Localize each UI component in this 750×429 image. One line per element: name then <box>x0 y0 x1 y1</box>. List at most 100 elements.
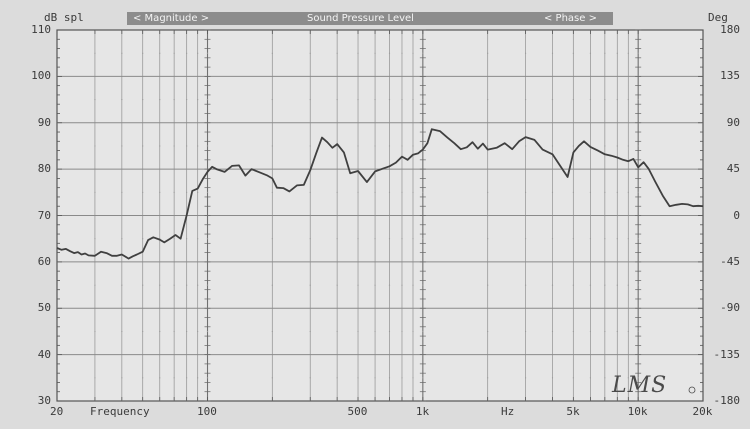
grid-dot <box>206 98 209 101</box>
chart-title: Sound Pressure Level <box>307 13 414 24</box>
grid-dot <box>388 191 391 193</box>
grid-dot <box>173 191 175 193</box>
grid-dot <box>94 238 96 240</box>
lms-logo: LMS <box>611 373 696 398</box>
grid-dot <box>374 284 376 286</box>
y-tick-label: 100 <box>31 69 51 83</box>
y2-tick-label: -90 <box>720 301 740 315</box>
grid-dot <box>206 377 209 379</box>
grid-dot <box>186 98 188 101</box>
grid-dot <box>142 238 144 240</box>
x-tick-label: 20k <box>692 405 713 418</box>
y-tick-label: 70 <box>37 208 51 222</box>
grid-dot <box>487 377 489 379</box>
grid-dot <box>604 330 606 333</box>
grid-dot <box>487 238 489 240</box>
grid-dot <box>422 191 424 193</box>
grid-dot <box>197 145 199 147</box>
grid-dot <box>197 98 199 101</box>
grid-dot <box>388 52 391 54</box>
grid-dot <box>589 377 592 379</box>
grid-dot <box>159 330 161 333</box>
y-tick-label: 80 <box>37 162 51 176</box>
y2-tick-label: 45 <box>726 162 740 176</box>
grid-dot <box>412 238 414 240</box>
grid-dot <box>572 377 574 379</box>
grid-dot <box>422 330 424 333</box>
grid-dot <box>336 52 338 54</box>
grid-dot <box>422 377 424 379</box>
grid-dot <box>487 284 489 286</box>
grid-dot <box>186 52 188 54</box>
grid-dot <box>616 377 618 379</box>
y2-tick-label: -135 <box>713 347 741 361</box>
grid-dot <box>142 191 144 193</box>
grid-dot <box>197 330 199 333</box>
grid-dot <box>637 98 639 101</box>
grid-dot <box>637 145 639 147</box>
y2-tick-label: 180 <box>720 23 740 36</box>
grid-dot <box>388 238 391 240</box>
grid-dot <box>173 52 175 54</box>
grid-dot <box>401 98 403 101</box>
grid-dot <box>487 330 489 333</box>
grid-dot <box>206 238 209 240</box>
grid-dot <box>186 191 188 193</box>
grid-dot <box>551 284 554 286</box>
grid-dot <box>572 98 574 101</box>
grid-dot <box>336 238 338 240</box>
grid-dot <box>604 238 606 240</box>
grid-dot <box>94 330 96 333</box>
grid-dot <box>336 284 338 286</box>
grid-dot <box>388 145 391 147</box>
grid-dot <box>422 238 424 240</box>
grid-dot <box>388 284 391 286</box>
grid-dot <box>336 330 338 333</box>
grid-dot <box>616 145 618 147</box>
grid-dot <box>627 377 629 379</box>
grid-dot <box>374 145 376 147</box>
grid-dot <box>271 238 273 240</box>
grid-dot <box>401 52 403 54</box>
grid-dot <box>572 145 574 147</box>
grid-dot <box>401 330 403 333</box>
grid-dot <box>401 377 403 379</box>
grid-dot <box>206 330 209 333</box>
grid-dot <box>206 52 209 54</box>
grid-dot <box>604 284 606 286</box>
grid-dot <box>627 52 629 54</box>
grid-dot <box>616 330 618 333</box>
grid-dot <box>197 52 199 54</box>
grid-dot <box>357 330 359 333</box>
grid-dot <box>94 52 96 54</box>
grid-dot <box>604 52 606 54</box>
grid-dot <box>309 52 311 54</box>
x-unit-label: Hz <box>501 405 515 418</box>
right-unit-label: Deg <box>708 11 728 24</box>
grid-dot <box>524 191 527 193</box>
grid-dot <box>589 52 592 54</box>
header-bar: < Magnitude > Sound Pressure Level < Pha… <box>127 12 613 25</box>
grid-dot <box>422 98 424 101</box>
grid-dot <box>159 145 161 147</box>
grid-dot <box>206 284 209 286</box>
grid-dot <box>197 377 199 379</box>
grid-dot <box>487 145 489 147</box>
grid-dot <box>309 191 311 193</box>
grid-dot <box>589 238 592 240</box>
grid-dot <box>524 377 527 379</box>
grid-dot <box>271 145 273 147</box>
grid-dot <box>374 377 376 379</box>
grid-dot <box>401 191 403 193</box>
grid-dot <box>627 98 629 101</box>
grid-dot <box>94 145 96 147</box>
grid-dot <box>94 377 96 379</box>
x-tick-label: 500 <box>347 405 368 418</box>
grid-dot <box>271 191 273 193</box>
grid-dot <box>589 98 592 101</box>
grid-dot <box>524 238 527 240</box>
grid-dot <box>186 330 188 333</box>
grid-dot <box>357 52 359 54</box>
grid-dot <box>173 238 175 240</box>
